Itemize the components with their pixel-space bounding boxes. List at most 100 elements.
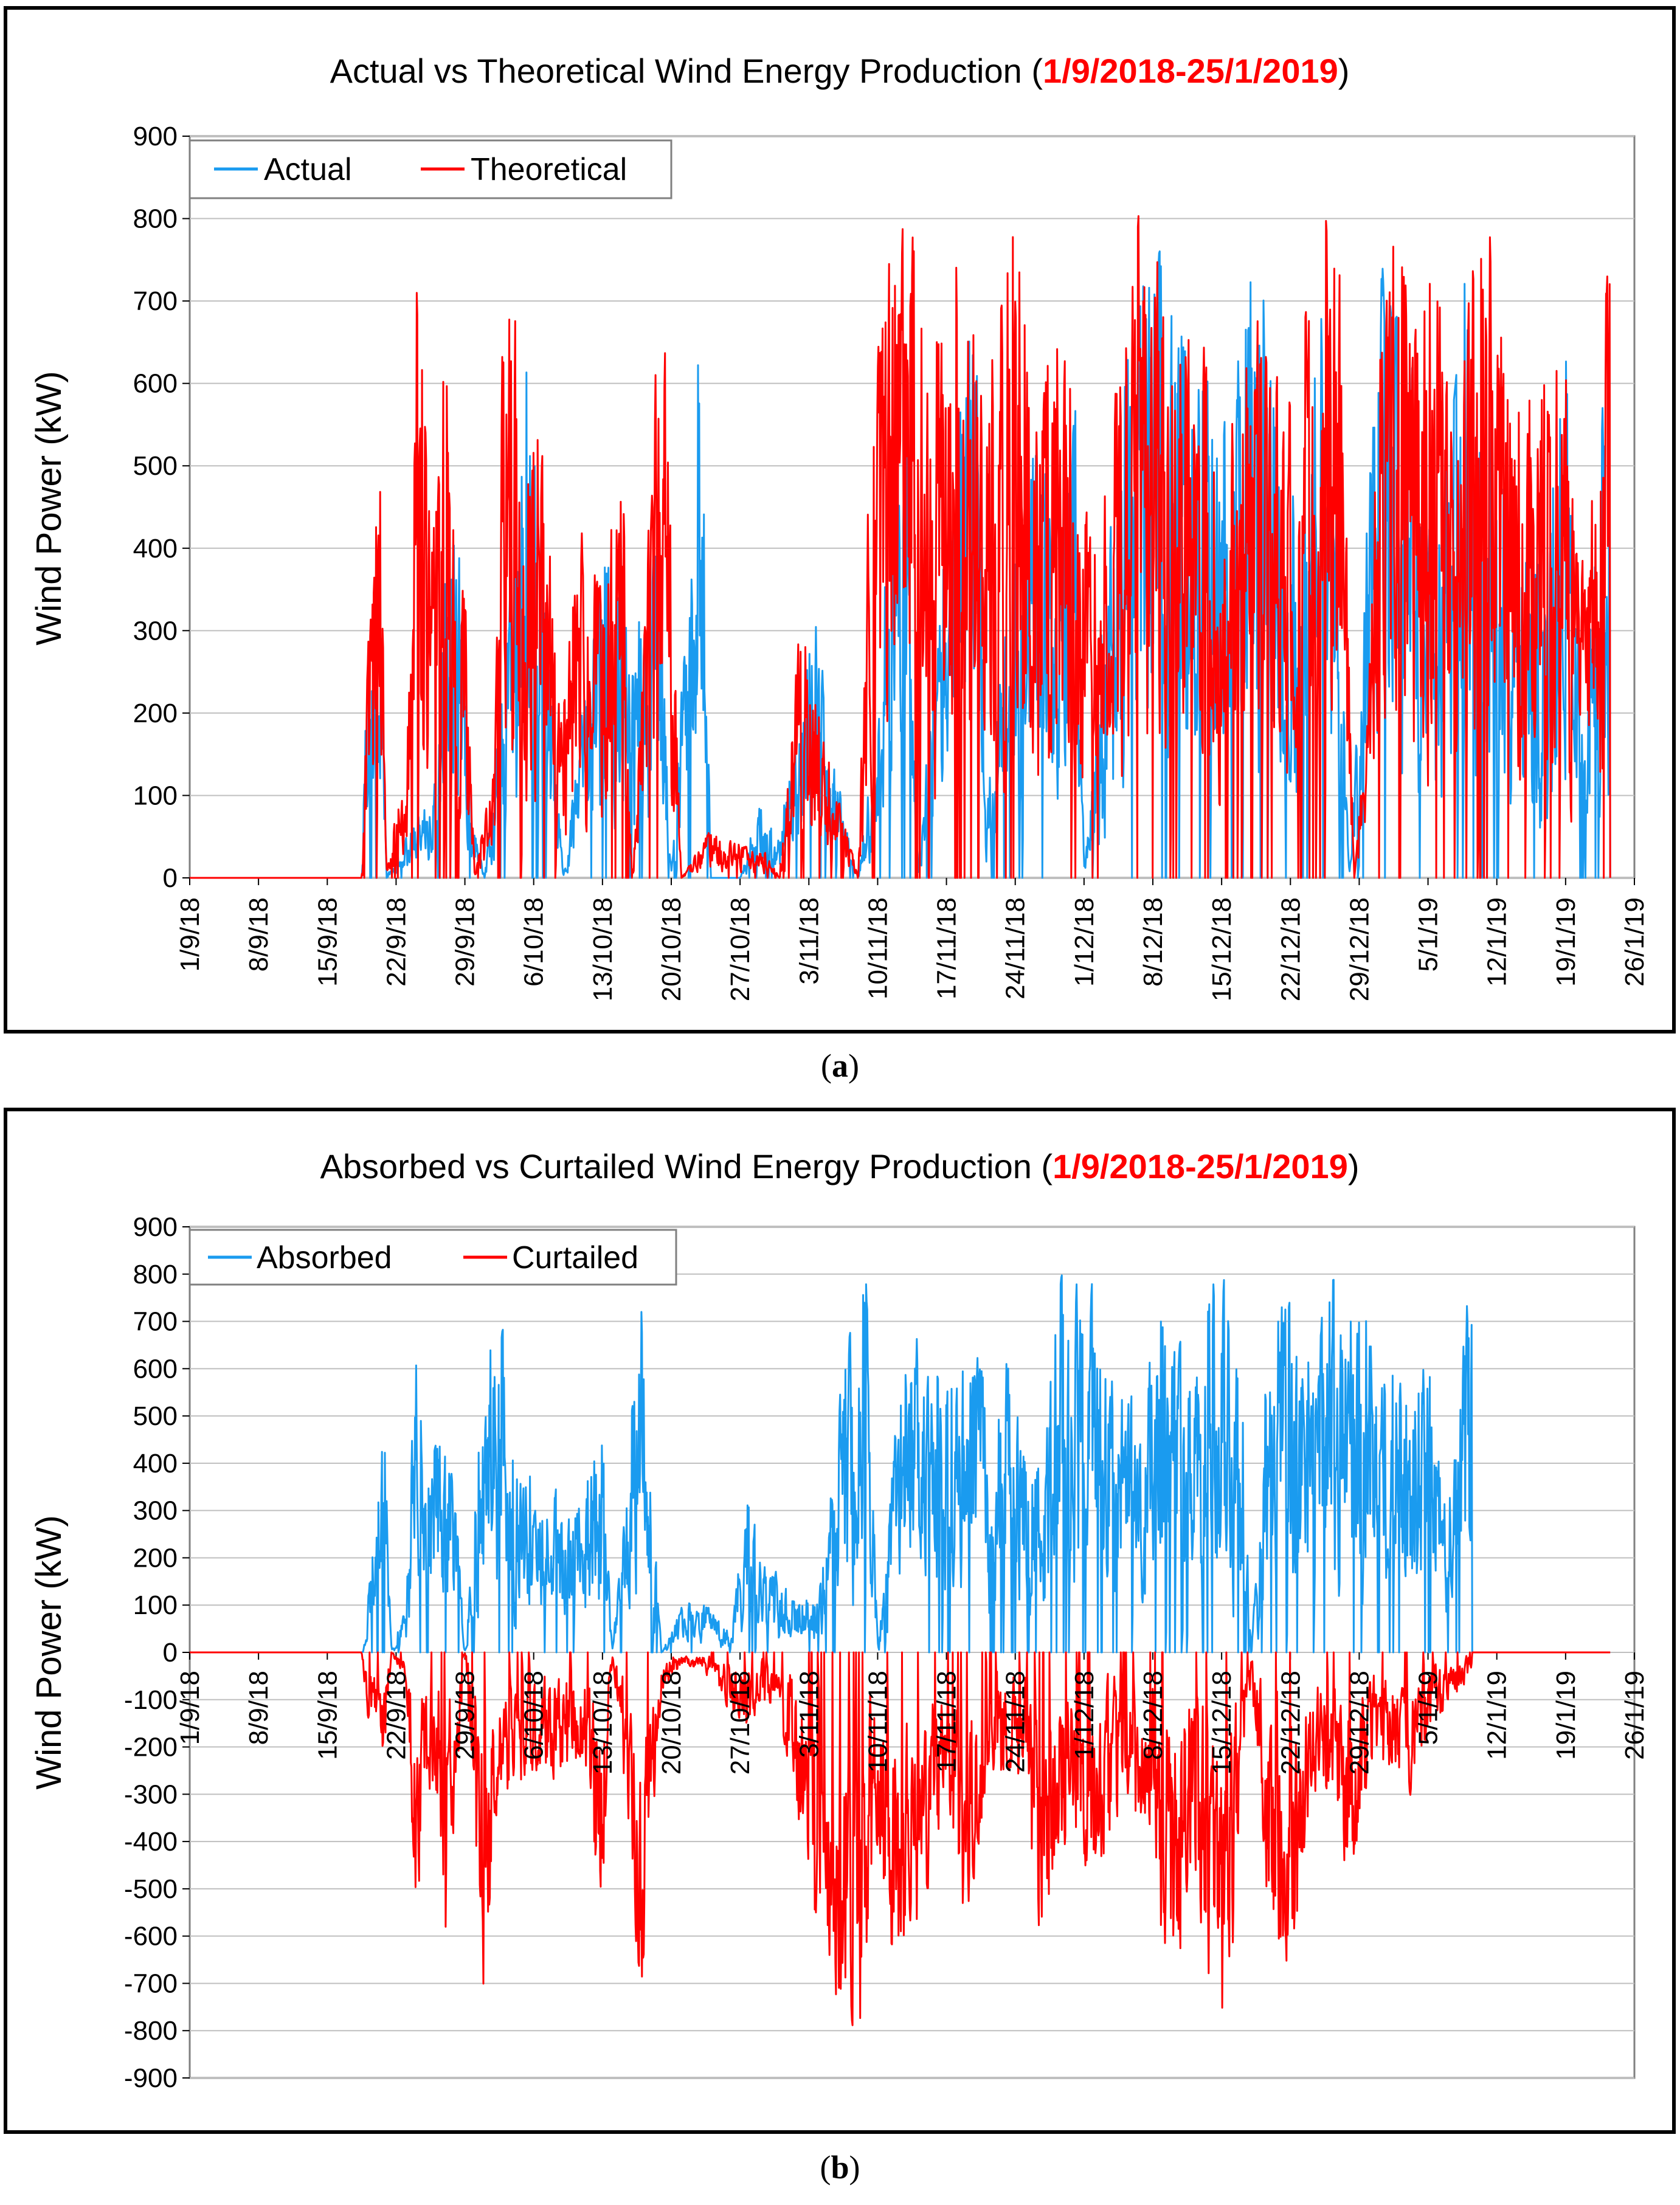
x-tick-label: 10/11/18 (863, 897, 893, 999)
x-tick-label: 17/11/18 (932, 1671, 962, 1773)
x-tick-label: 8/12/18 (1138, 897, 1168, 987)
x-tick-label: 17/11/18 (932, 897, 962, 999)
x-tick-label: 5/1/19 (1414, 1671, 1443, 1745)
x-tick-label: 6/10/18 (519, 897, 549, 987)
y-tick-label: 900 (133, 1212, 178, 1242)
chart-panel-a: Actual vs Theoretical Wind Energy Produc… (4, 6, 1676, 1033)
x-tick-label: 8/9/18 (244, 897, 274, 971)
legend: Absorbed Curtailed (188, 1229, 677, 1286)
chart-title: Absorbed vs Curtailed Wind Energy Produc… (320, 1147, 1360, 1185)
x-tick-label: 29/9/18 (451, 1671, 480, 1760)
y-tick-label: 900 (133, 122, 178, 151)
y-tick-label: 800 (133, 204, 178, 234)
caption-a: (a) (821, 1047, 859, 1084)
y-tick-label: 600 (133, 369, 178, 399)
x-tick-label: 19/1/19 (1551, 1671, 1581, 1760)
x-tick-label: 1/9/18 (175, 1671, 205, 1745)
y-tick-label: 800 (133, 1260, 178, 1289)
x-tick-label: 8/9/18 (244, 1671, 274, 1745)
x-tick-label: 22/9/18 (381, 1671, 411, 1760)
caption-b: (b) (820, 2149, 860, 2186)
legend-label-theoretical: Theoretical (471, 152, 627, 187)
chart-b: Absorbed vs Curtailed Wind Energy Produc… (29, 1147, 1650, 2093)
x-tick-label: 15/9/18 (313, 1671, 342, 1760)
x-tick-labels: 1/9/18 8/9/18 15/9/18 22/9/18 29/9/18 6/10/18… (175, 1671, 1650, 1775)
x-tick-label: 27/10/18 (725, 1671, 755, 1775)
y-tick-label: -800 (124, 2016, 178, 2046)
x-tick-label: 29/12/18 (1344, 1671, 1374, 1775)
series-lines (189, 1274, 1611, 2026)
x-tick-label: 26/1/19 (1620, 897, 1650, 987)
y-tick-label: -700 (124, 1969, 178, 1998)
series-line-theoretical (189, 215, 1611, 879)
x-tick-label: 1/9/18 (175, 897, 205, 971)
x-tick-label: 29/9/18 (451, 897, 480, 987)
y-tick-label: -200 (124, 1733, 178, 1762)
y-tick-label: -100 (124, 1685, 178, 1715)
y-tick-label: -600 (124, 1922, 178, 1951)
y-tick-label: -400 (124, 1827, 178, 1857)
legend-label-actual: Actual (264, 152, 352, 187)
y-tick-label: -900 (124, 2063, 178, 2093)
y-axis-label: Wind Power (kW) (29, 371, 69, 645)
y-tick-label: 400 (133, 1449, 178, 1479)
y-tick-label: 700 (133, 286, 178, 316)
y-tick-label: -500 (124, 1874, 178, 1904)
series-line-actual (189, 250, 1611, 879)
y-axis-label: Wind Power (kW) (29, 1515, 69, 1789)
x-tick-label: 15/9/18 (313, 897, 342, 987)
x-tick-label: 1/12/18 (1070, 1671, 1099, 1760)
chart-panel-b: Absorbed vs Curtailed Wind Energy Produc… (4, 1108, 1676, 2134)
x-tick-label: 13/10/18 (588, 1671, 618, 1775)
x-tick-label: 15/12/18 (1207, 1671, 1237, 1775)
legend-box (188, 1229, 677, 1286)
x-tick-label: 24/11/18 (1001, 897, 1031, 999)
x-tick-label: 20/10/18 (657, 897, 686, 1001)
chart-a: Actual vs Theoretical Wind Energy Produc… (29, 52, 1650, 1001)
y-tick-label: 100 (133, 781, 178, 810)
y-tick-label: 700 (133, 1307, 178, 1337)
x-tick-label: 29/12/18 (1344, 897, 1374, 1001)
x-tick-label: 3/11/18 (794, 1671, 824, 1758)
chart-title: Actual vs Theoretical Wind Energy Produc… (330, 52, 1350, 90)
x-tick-label: 3/11/18 (794, 897, 824, 985)
x-tick-labels: 1/9/18 8/9/18 15/9/18 22/9/18 29/9/18 6/10/18… (175, 897, 1650, 1001)
y-tick-label: 300 (133, 1496, 178, 1526)
series-line-curtailed (189, 1651, 1611, 2026)
x-tick-label: 22/9/18 (381, 897, 411, 987)
y-tick-label: 500 (133, 451, 178, 481)
x-tick-label: 10/11/18 (863, 1671, 893, 1773)
y-tick-label: 100 (133, 1590, 178, 1620)
y-tick-labels: -900 -800 -700 -600 -500 -400 -300 -200 -100 0 100… (124, 1212, 178, 2093)
x-tick-label: 13/10/18 (588, 897, 618, 1001)
x-tick-label: 6/10/18 (519, 1671, 549, 1760)
y-tick-label: 200 (133, 699, 178, 728)
x-tick-label: 20/10/18 (657, 1671, 686, 1775)
x-tick-label: 8/12/18 (1138, 1671, 1168, 1760)
y-tick-label: 400 (133, 534, 178, 564)
y-tick-labels: 0 100 200 300 400 500 600 700 800 900 (133, 122, 178, 893)
x-tick-label: 26/1/19 (1620, 1671, 1650, 1760)
y-tick-label: 600 (133, 1354, 178, 1384)
x-tick-label: 24/11/18 (1001, 1671, 1031, 1773)
legend-label-absorbed: Absorbed (257, 1240, 392, 1275)
x-tick-label: 22/12/18 (1276, 897, 1305, 1001)
x-tick-label: 15/12/18 (1207, 897, 1237, 1001)
y-tick-label: 500 (133, 1401, 178, 1431)
x-tick-label: 27/10/18 (725, 897, 755, 1001)
y-tick-label: 0 (163, 1638, 178, 1668)
legend-label-curtailed: Curtailed (512, 1240, 638, 1275)
x-tick-label: 19/1/19 (1551, 897, 1581, 987)
x-tick-label: 12/1/19 (1482, 897, 1512, 987)
y-tick-label: 300 (133, 616, 178, 646)
y-tick-label: 0 (163, 863, 178, 893)
series-line-absorbed (189, 1274, 1611, 1654)
series-lines (189, 215, 1611, 879)
x-tick-label: 5/1/19 (1414, 897, 1443, 971)
y-tick-label: -300 (124, 1779, 178, 1809)
legend: Actual Theoretical (188, 139, 672, 199)
y-tick-label: 200 (133, 1543, 178, 1573)
x-tick-label: 12/1/19 (1482, 1671, 1512, 1760)
x-tick-label: 1/12/18 (1070, 897, 1099, 987)
x-tick-label: 22/12/18 (1276, 1671, 1305, 1775)
